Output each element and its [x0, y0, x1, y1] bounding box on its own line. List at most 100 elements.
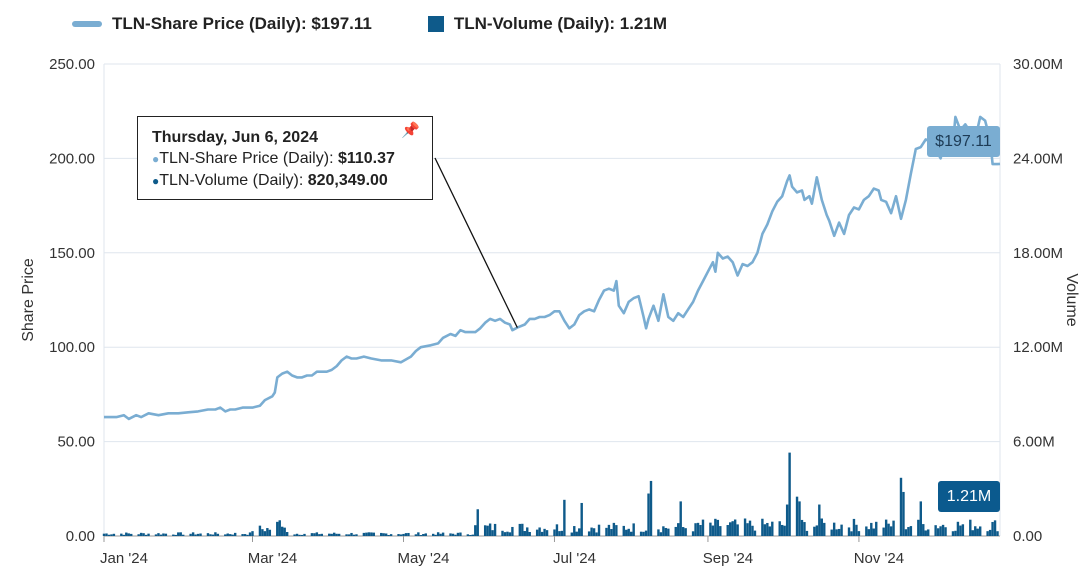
volume-bar	[647, 493, 650, 536]
volume-bar	[865, 526, 868, 536]
volume-bar	[813, 526, 816, 536]
tooltip-price-value: $110.37	[337, 150, 395, 167]
volume-bar	[182, 534, 185, 536]
volume-bar	[855, 524, 858, 536]
x-axis: Jan '24 Mar '24 May '24 Jul '24 Sep '24 Nov '…	[100, 536, 904, 567]
volume-bar	[248, 532, 252, 536]
volume-bar	[761, 518, 764, 536]
volume-bar	[367, 532, 371, 536]
volume-bar	[320, 533, 324, 536]
volume-bar	[659, 532, 663, 536]
y-axis-left: 0.00 50.00 100.00 150.00 200.00 250.00	[49, 56, 95, 545]
volume-bar	[961, 524, 965, 536]
volume-bar	[298, 534, 301, 536]
y-tick-label: 250.00	[49, 56, 95, 73]
volume-bar	[956, 521, 960, 536]
volume-bar	[847, 527, 851, 536]
volume-bar	[189, 533, 192, 536]
volume-dot-icon: ●	[152, 174, 160, 188]
volume-bar	[315, 532, 319, 536]
y-tick-label: 100.00	[49, 339, 95, 356]
volume-bar	[988, 529, 992, 536]
y2-tick-label: 0.00	[1013, 528, 1042, 545]
volume-bar	[832, 522, 836, 536]
volume-bar	[137, 534, 140, 536]
volume-bar	[159, 534, 163, 536]
volume-bar	[875, 521, 878, 536]
volume-bar	[578, 528, 581, 536]
volume-bar	[719, 526, 722, 536]
volume-bar	[266, 528, 269, 536]
legend-item-volume[interactable]: TLN-Volume (Daily): 1.21M	[427, 14, 667, 34]
volume-bar	[944, 527, 947, 536]
volume-bar	[293, 534, 296, 536]
volume-bars	[102, 452, 999, 536]
volume-bar	[278, 520, 281, 536]
volume-bar	[295, 533, 299, 536]
volume-bar	[597, 524, 601, 536]
volume-bar	[902, 491, 905, 536]
volume-bar	[778, 521, 781, 536]
price-dot-icon: ●	[152, 152, 160, 166]
volume-bar	[780, 524, 784, 536]
volume-bar	[424, 533, 427, 536]
volume-bar	[788, 452, 791, 536]
volume-bar	[199, 533, 202, 536]
volume-bar	[139, 532, 143, 536]
volume-bar	[387, 534, 390, 536]
volume-bar	[904, 529, 908, 536]
volume-bar	[639, 531, 643, 536]
x-tick-label: Mar '24	[248, 550, 298, 567]
volume-bar	[246, 534, 249, 536]
volume-bar	[835, 529, 838, 536]
volume-bar	[283, 527, 286, 536]
volume-bar	[924, 530, 927, 536]
volume-bar	[501, 530, 504, 536]
volume-bar	[300, 534, 304, 536]
volume-bar	[449, 533, 452, 536]
volume-bar	[570, 532, 574, 536]
volume-bar	[681, 527, 685, 536]
volume-bar	[887, 523, 890, 536]
volume-bar	[751, 525, 754, 536]
volume-bar	[162, 533, 165, 536]
tooltip-leader	[434, 157, 518, 328]
volume-bar	[766, 522, 769, 536]
legend-item-price[interactable]: TLN-Share Price (Daily): $197.11	[72, 14, 372, 34]
volume-bar	[122, 534, 126, 536]
legend-price-label: TLN-Share Price (Daily): $197.11	[112, 14, 372, 33]
volume-bar	[261, 529, 264, 536]
volume-bar	[112, 533, 116, 536]
volume-bar	[370, 532, 373, 536]
volume-bar	[622, 525, 625, 536]
volume-bar	[595, 532, 598, 536]
volume-bar	[612, 522, 616, 536]
y2-tick-label: 18.00M	[1013, 245, 1063, 262]
pin-icon[interactable]: 📌	[401, 122, 420, 139]
volume-last-value-badge: 1.21M	[938, 481, 1000, 512]
volume-bar	[397, 534, 400, 536]
volume-bar	[587, 531, 591, 536]
volume-bar	[615, 525, 618, 536]
price-line	[104, 115, 1001, 421]
y2-axis-title: Volume	[1063, 273, 1080, 326]
volume-bar	[518, 523, 522, 536]
volume-bar	[493, 523, 497, 536]
volume-bar	[625, 529, 628, 536]
x-tick-label: Jan '24	[100, 550, 148, 567]
volume-bar	[691, 531, 695, 536]
volume-bar	[382, 533, 385, 536]
volume-bar	[852, 518, 856, 536]
volume-bar	[194, 534, 197, 536]
volume-bar	[768, 526, 772, 536]
volume-bar	[216, 533, 220, 536]
volume-bar	[837, 528, 841, 536]
volume-bar	[820, 518, 823, 536]
volume-bar	[389, 534, 393, 536]
volume-bar	[474, 525, 477, 536]
volume-bar	[431, 533, 435, 536]
volume-bar	[303, 533, 306, 536]
volume-bar	[818, 504, 821, 536]
volume-bar	[785, 504, 789, 536]
volume-bar	[476, 509, 479, 536]
